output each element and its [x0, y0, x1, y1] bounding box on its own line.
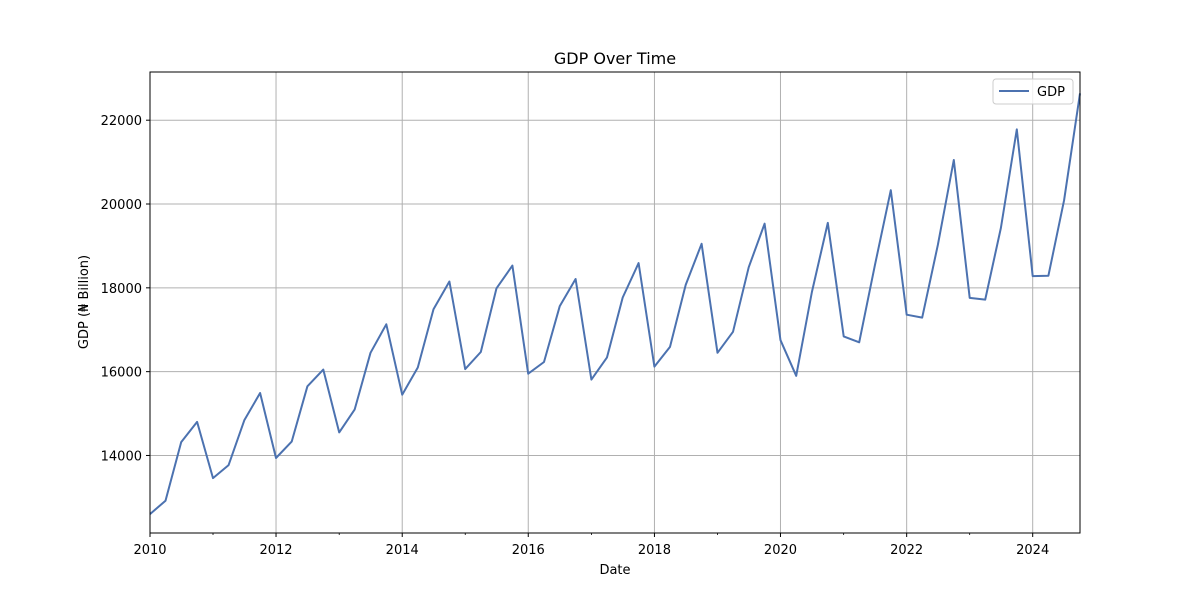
data-point: [874, 264, 876, 266]
legend-box: [992, 78, 1074, 105]
data-point: [575, 278, 577, 280]
data-point: [417, 366, 419, 368]
data-point: [401, 394, 403, 396]
data-point: [432, 308, 434, 310]
data-point: [259, 392, 261, 394]
data-point: [1063, 199, 1065, 201]
x-tick-label: 2024: [1016, 543, 1049, 558]
data-point: [495, 287, 497, 289]
data-point: [606, 356, 608, 358]
y-tick-label: 20000: [101, 198, 142, 213]
y-tick-label: 22000: [101, 114, 142, 129]
data-point: [701, 243, 703, 245]
data-point: [559, 305, 561, 307]
data-point: [653, 366, 655, 368]
data-point: [716, 352, 718, 354]
plot-frame: [149, 71, 1081, 534]
data-point: [338, 431, 340, 433]
y-tick-label: 14000: [101, 449, 142, 464]
data-point: [811, 291, 813, 293]
data-point: [969, 297, 971, 299]
data-point: [921, 317, 923, 319]
data-point: [511, 265, 513, 267]
chart-title: GDP Over Time: [554, 49, 676, 68]
data-point: [165, 500, 167, 502]
data-point: [937, 244, 939, 246]
series-line-gdp: [149, 93, 1081, 515]
data-point: [243, 419, 245, 421]
data-point: [953, 159, 955, 161]
data-point: [779, 339, 781, 341]
data-point: [180, 441, 182, 443]
data-point: [1016, 128, 1018, 130]
x-tick-label: 2010: [133, 543, 166, 558]
x-tick-label: 2016: [512, 543, 545, 558]
data-point: [748, 266, 750, 268]
data-point: [275, 457, 277, 459]
data-point: [685, 284, 687, 286]
data-point: [638, 262, 640, 264]
data-point: [795, 375, 797, 377]
x-tick-label: 2014: [386, 543, 419, 558]
data-point: [1047, 275, 1049, 277]
data-point: [890, 189, 892, 191]
data-point: [291, 441, 293, 443]
plot-lines: [149, 93, 1081, 515]
data-point: [732, 331, 734, 333]
x-tick-label: 2018: [638, 543, 671, 558]
x-tick-label: 2012: [259, 543, 292, 558]
legend: GDP: [992, 78, 1074, 105]
data-point: [1032, 275, 1034, 277]
gridlines: [149, 72, 1080, 533]
data-point: [196, 421, 198, 423]
data-point: [322, 369, 324, 371]
data-point: [669, 346, 671, 348]
data-point: [827, 222, 829, 224]
data-point: [843, 335, 845, 337]
data-point: [590, 379, 592, 381]
data-point: [369, 352, 371, 354]
data-point: [764, 223, 766, 225]
legend-label-gdp: GDP: [1037, 85, 1065, 100]
data-point: [527, 373, 529, 375]
data-point: [385, 323, 387, 325]
data-point: [622, 296, 624, 298]
data-point: [212, 477, 214, 479]
data-point: [906, 314, 908, 316]
x-tick-label: 2020: [764, 543, 797, 558]
x-axis-title: Date: [599, 563, 630, 578]
data-point: [448, 281, 450, 283]
data-point: [464, 368, 466, 370]
y-tick-label: 18000: [101, 282, 142, 297]
data-point: [228, 464, 230, 466]
data-point: [354, 408, 356, 410]
data-point: [543, 361, 545, 363]
data-point: [858, 341, 860, 343]
data-point: [1000, 227, 1002, 229]
data-point: [480, 351, 482, 353]
axis-ticks: 2010 2012 2014 2016 2018 2020 2022 2024 14000 160…: [101, 114, 1050, 558]
y-tick-label: 16000: [101, 366, 142, 381]
data-point: [306, 385, 308, 387]
y-axis-title: GDP (₦ Billion): [77, 255, 92, 349]
x-tick-label: 2022: [890, 543, 923, 558]
data-point: [984, 299, 986, 301]
